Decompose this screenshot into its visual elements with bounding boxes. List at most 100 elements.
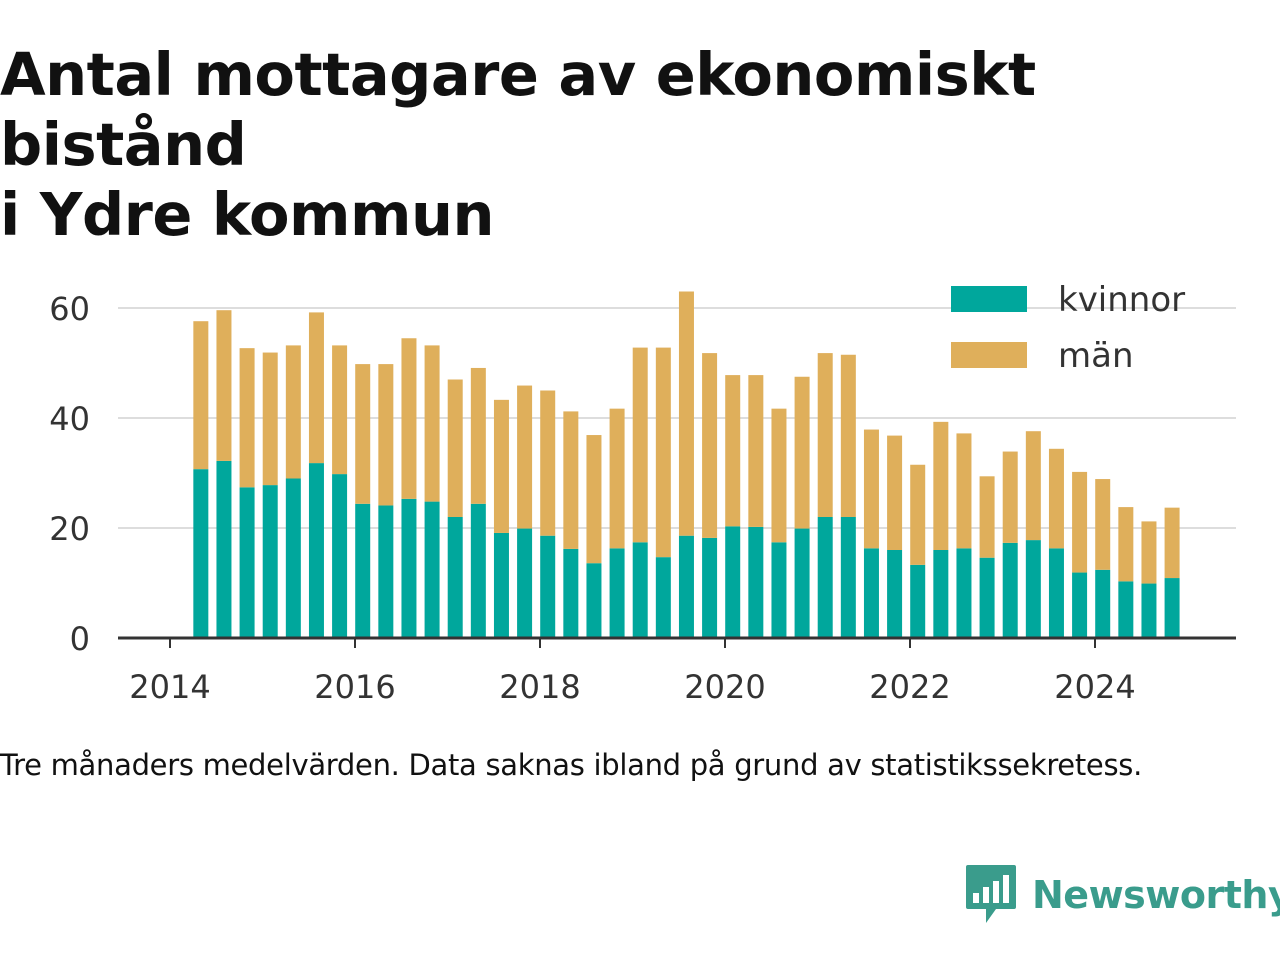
bar-man [517,385,533,529]
bar-man [1048,448,1064,549]
bar-man [863,429,879,549]
bar-kvinnor [863,548,879,638]
bar-man [794,376,810,529]
bar-kvinnor [586,563,602,638]
bar-man [586,435,602,564]
bar-man [193,321,209,470]
bar-man [725,375,741,527]
bar-kvinnor [771,542,787,638]
bar-man [1141,521,1157,584]
bar-man [1164,507,1180,579]
bar-man [308,312,324,464]
bar-kvinnor [1002,542,1018,638]
legend-swatch [951,286,1027,312]
bar-man [447,379,463,517]
bar-kvinnor [493,532,509,638]
bar-man [887,435,903,550]
bar-man [563,411,579,549]
brand-name: Newsworthy [1032,873,1280,917]
bar-kvinnor [563,548,579,638]
bar-man [285,345,301,479]
bar-kvinnor [424,501,440,638]
legend-label: män [1058,336,1134,376]
bar-kvinnor [447,517,463,638]
bar-man [239,348,255,488]
bar-kvinnor [470,503,486,638]
bar-man [702,353,718,538]
brand-logo: Newsworthy [964,862,1280,928]
bar-kvinnor [702,537,718,638]
bar-kvinnor [355,503,371,638]
chart-title-line-1: Antal mottagare av ekonomiskt bistånd [0,40,1036,179]
bar-man [1095,479,1111,570]
bar-man [540,390,556,536]
bar-kvinnor [285,478,301,638]
axes: 0 20 40 60 2014 2016 2018 2020 2022 2024 [49,290,1236,706]
bar-kvinnor [632,542,648,638]
bar-kvinnor [401,498,417,638]
bar-man [655,347,671,558]
bar-kvinnor [262,485,278,638]
bar-kvinnor [1141,583,1157,638]
bar-man [1118,507,1134,582]
bar-man [956,433,972,549]
chart-title: Antal mottagare av ekonomiskt bistånd i … [0,40,1280,250]
bar-kvinnor [910,564,926,638]
bar-man [1072,471,1088,573]
y-tick-label: 60 [49,290,90,328]
bar-man [401,338,417,499]
bar-kvinnor [887,550,903,638]
bar-man [493,399,509,533]
chart-title-line-2: i Ydre kommun [0,180,495,249]
bar-kvinnor [840,517,856,638]
bar-kvinnor [725,526,741,638]
bar-kvinnor [308,463,324,638]
bar-kvinnor [1164,578,1180,638]
y-tick-label: 0 [70,620,90,658]
bar-man [910,464,926,565]
bar-man [378,364,394,506]
bar-man [979,476,995,558]
bar-man [332,345,348,475]
bar-kvinnor [193,469,209,638]
bar-man [678,291,694,536]
bar-man [470,367,486,504]
x-tick-label: 2016 [314,668,395,706]
legend-label: kvinnor [1058,280,1185,320]
bar-man [1002,451,1018,543]
bar-kvinnor [1072,572,1088,638]
bar-kvinnor [678,535,694,638]
bar-kvinnor [794,528,810,638]
bar-kvinnor [817,517,833,638]
bar-kvinnor [956,548,972,638]
stacked-bar-chart: 0 20 40 60 2014 2016 2018 2020 2022 2024 kvinnor m… [49,280,1236,706]
bar-man [424,345,440,502]
y-tick-label: 40 [49,400,90,438]
bar-kvinnor [1095,569,1111,638]
y-tick-label: 20 [49,510,90,548]
bar-man [1025,431,1041,541]
bar-kvinnor [540,535,556,638]
bar-kvinnor [655,557,671,638]
bar-kvinnor [517,528,533,638]
bar-man [216,310,232,461]
x-tick-label: 2020 [684,668,765,706]
bar-kvinnor [332,474,348,638]
chat-bar-chart-icon [966,865,1016,923]
bar-kvinnor [979,557,995,638]
bar-man [771,408,787,543]
bar-man [817,353,833,517]
x-tick-label: 2018 [499,668,580,706]
bar-kvinnor [748,526,764,638]
legend-swatch [951,342,1027,368]
bar-man [748,375,764,527]
bar-man [355,364,371,504]
bar-man [609,408,625,549]
bar-kvinnor [1048,548,1064,638]
bars [193,291,1180,638]
x-tick-label: 2024 [1054,668,1135,706]
x-tick-label: 2022 [869,668,950,706]
bar-kvinnor [239,487,255,638]
bar-kvinnor [1025,540,1041,638]
footnote: Tre månaders medelvärden. Data saknas ib… [0,748,1142,782]
